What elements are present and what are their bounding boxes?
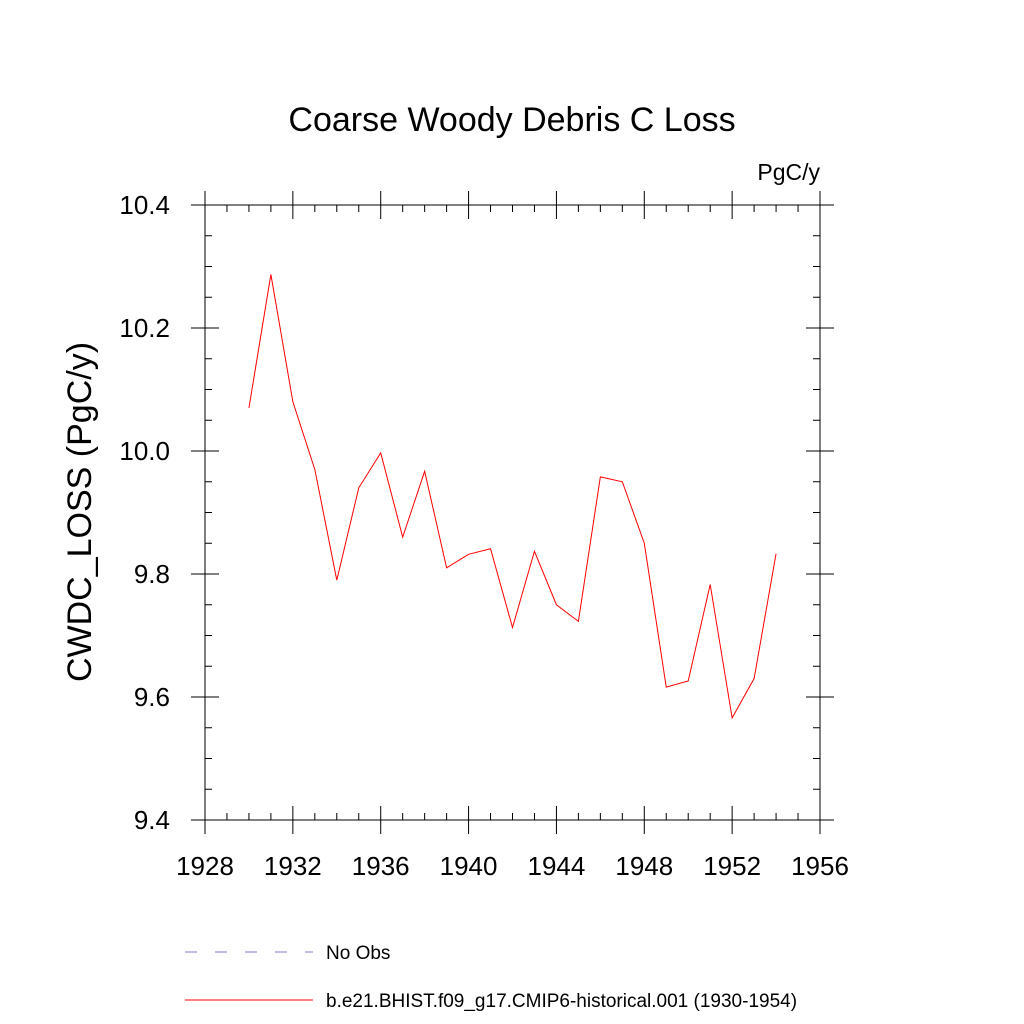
legend: No Obs b.e21.BHIST.f09_g17.CMIP6-historic… — [185, 943, 797, 1012]
plot-frame — [204, 204, 821, 821]
y-tick-label: 9.4 — [134, 805, 170, 835]
y-tick-label: 10.2 — [119, 313, 170, 343]
x-tick-label: 1944 — [528, 851, 586, 881]
x-tick-label: 1936 — [352, 851, 410, 881]
series-line — [248, 274, 777, 720]
y-tick-label: 10.0 — [119, 436, 170, 466]
chart-title: Coarse Woody Debris C Loss — [288, 101, 735, 139]
axis-ticks — [191, 191, 834, 834]
y-tick-label: 9.6 — [134, 682, 170, 712]
units-label: PgC/y — [757, 159, 820, 185]
axis-tick-labels: 1928 1932 1936 1940 1944 1948 1952 1956 9.4 9.6 9.… — [119, 190, 849, 881]
y-tick-label: 9.8 — [134, 559, 170, 589]
y-tick-label: 10.4 — [119, 190, 170, 220]
x-tick-label: 1952 — [703, 851, 761, 881]
data-series — [248, 274, 777, 720]
x-tick-label: 1948 — [615, 851, 673, 881]
x-tick-label: 1940 — [440, 851, 498, 881]
x-tick-label: 1956 — [791, 851, 849, 881]
legend-label: No Obs — [326, 943, 390, 964]
x-tick-label: 1932 — [264, 851, 322, 881]
legend-label: b.e21.BHIST.f09_g17.CMIP6-historical.001… — [326, 991, 797, 1012]
y-axis-label: CWDC_LOSS (PgC/y) — [61, 342, 99, 682]
x-tick-label: 1928 — [176, 851, 234, 881]
